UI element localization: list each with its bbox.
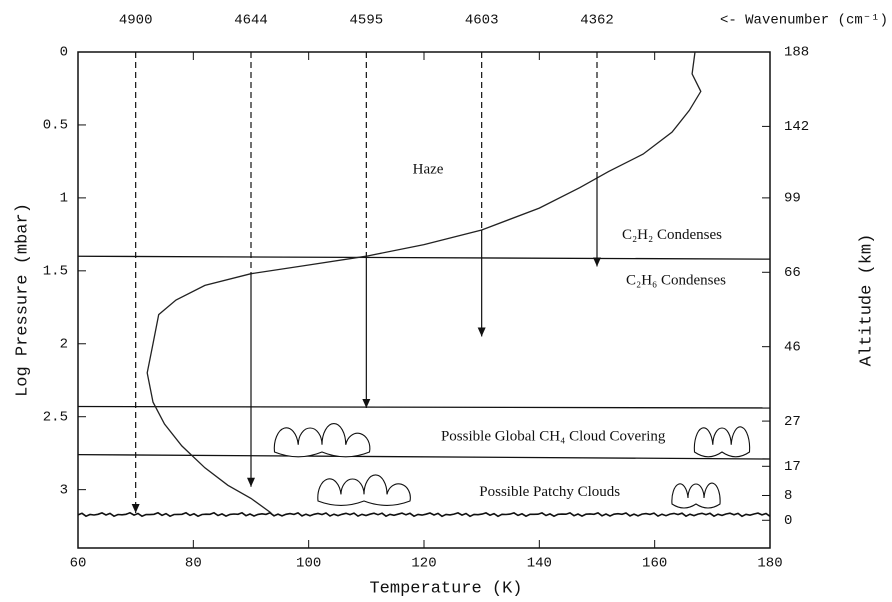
x-axis-title: Temperature (K) [369,579,522,598]
x-tick-label: 180 [757,556,782,572]
x-tick-label: 160 [642,556,667,572]
annotation: C₂H₂ Condenses [622,227,722,243]
y2-tick-label: 17 [784,459,801,475]
x-tick-label: 140 [527,556,552,572]
y-tick-label: 3 [60,482,68,498]
y2-tick-label: 142 [784,119,809,135]
annotation: Possible Global CH₄ Cloud Covering [441,429,666,445]
annotation-background [622,271,730,290]
y-tick-label: 2.5 [43,409,68,425]
y2-tick-label: 27 [784,414,801,430]
y-tick-label: 0.5 [43,118,68,134]
wavenumber-label: 4362 [580,13,614,29]
annotation: Possible Patchy Clouds [479,484,620,500]
arrow-head [593,257,601,267]
x-tick-label: 100 [296,556,321,572]
top-axis-title: <- Wavenumber (cm⁻¹) [720,13,888,29]
annotation: Haze [413,162,444,178]
x-tick-label: 60 [70,556,87,572]
annotation: C₂H₆ Condenses [626,272,726,288]
cloud [273,423,371,458]
wavenumber-label: 4595 [350,13,384,29]
arrow-head [247,477,255,487]
level-line [77,255,771,260]
cloud [317,474,411,506]
y-tick-label: 2 [60,336,68,352]
temperature-profile [146,51,702,514]
arrow-head [362,398,371,408]
y2-tick-label: 46 [784,339,801,355]
plot-frame [77,51,771,549]
x-tick-label: 120 [411,556,436,572]
x-tick-label: 80 [185,556,202,572]
cloud [671,482,721,509]
annotation-background [476,483,624,502]
y2-tick-label: 66 [784,265,801,281]
level-line [77,453,771,460]
wavenumber-label: 4603 [465,13,499,29]
annotation-background [409,160,447,179]
y-axis-title: Log Pressure (mbar) [13,203,32,397]
y2-tick-label: 188 [784,45,809,61]
wavenumber-label: 4900 [119,13,153,29]
cloud [693,426,751,458]
y2-tick-label: 99 [784,191,801,207]
y-tick-label: 1 [60,191,68,207]
arrow-head [131,503,140,513]
arrow-head [477,327,486,337]
y-tick-label: 0 [60,45,68,61]
y2-tick-label: 8 [784,488,792,504]
annotation-background [437,427,669,446]
level-line [77,405,771,409]
y2-axis-title: Altitude (km) [857,234,876,367]
annotation-background [618,226,726,245]
y-tick-label: 1.5 [43,264,68,280]
surface [77,511,771,518]
wavenumber-label: 4644 [234,13,268,29]
y2-tick-label: 0 [784,513,792,529]
